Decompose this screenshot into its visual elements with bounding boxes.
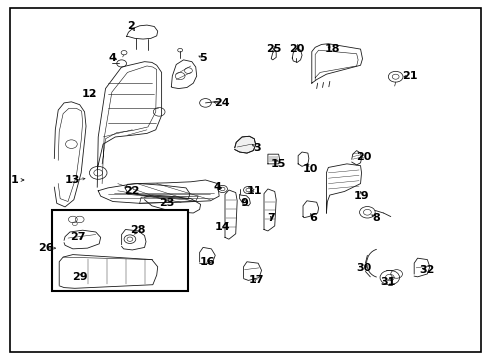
Text: 14: 14: [214, 222, 230, 231]
Text: 9: 9: [240, 198, 248, 208]
Text: 23: 23: [159, 198, 174, 208]
Text: 4: 4: [213, 182, 221, 192]
Text: 28: 28: [130, 225, 145, 235]
Text: 32: 32: [419, 265, 434, 275]
Text: 2: 2: [127, 21, 135, 31]
Text: 10: 10: [302, 164, 317, 174]
Text: 25: 25: [265, 44, 281, 54]
Text: 6: 6: [308, 213, 316, 222]
Text: 17: 17: [248, 275, 264, 285]
Text: 26: 26: [38, 243, 53, 253]
Text: 12: 12: [82, 89, 98, 99]
Text: 29: 29: [72, 272, 87, 282]
Text: 5: 5: [199, 53, 206, 63]
Text: 27: 27: [70, 232, 85, 242]
Text: 7: 7: [267, 213, 275, 222]
Text: 13: 13: [65, 175, 81, 185]
Polygon shape: [234, 136, 255, 153]
Text: 19: 19: [353, 191, 368, 201]
Text: 11: 11: [246, 186, 262, 196]
Text: 20: 20: [356, 152, 371, 162]
Text: 3: 3: [252, 143, 260, 153]
Text: 18: 18: [324, 44, 339, 54]
Bar: [52, 211, 188, 291]
Text: 20: 20: [288, 44, 304, 54]
Text: 16: 16: [200, 257, 215, 267]
Text: 21: 21: [402, 71, 417, 81]
Text: 4: 4: [109, 53, 117, 63]
Text: 30: 30: [356, 263, 371, 273]
Text: 1: 1: [10, 175, 18, 185]
Text: 22: 22: [124, 186, 140, 196]
Text: 24: 24: [213, 98, 229, 108]
Text: 15: 15: [270, 159, 286, 169]
Text: 8: 8: [371, 213, 379, 222]
Text: 31: 31: [380, 277, 395, 287]
